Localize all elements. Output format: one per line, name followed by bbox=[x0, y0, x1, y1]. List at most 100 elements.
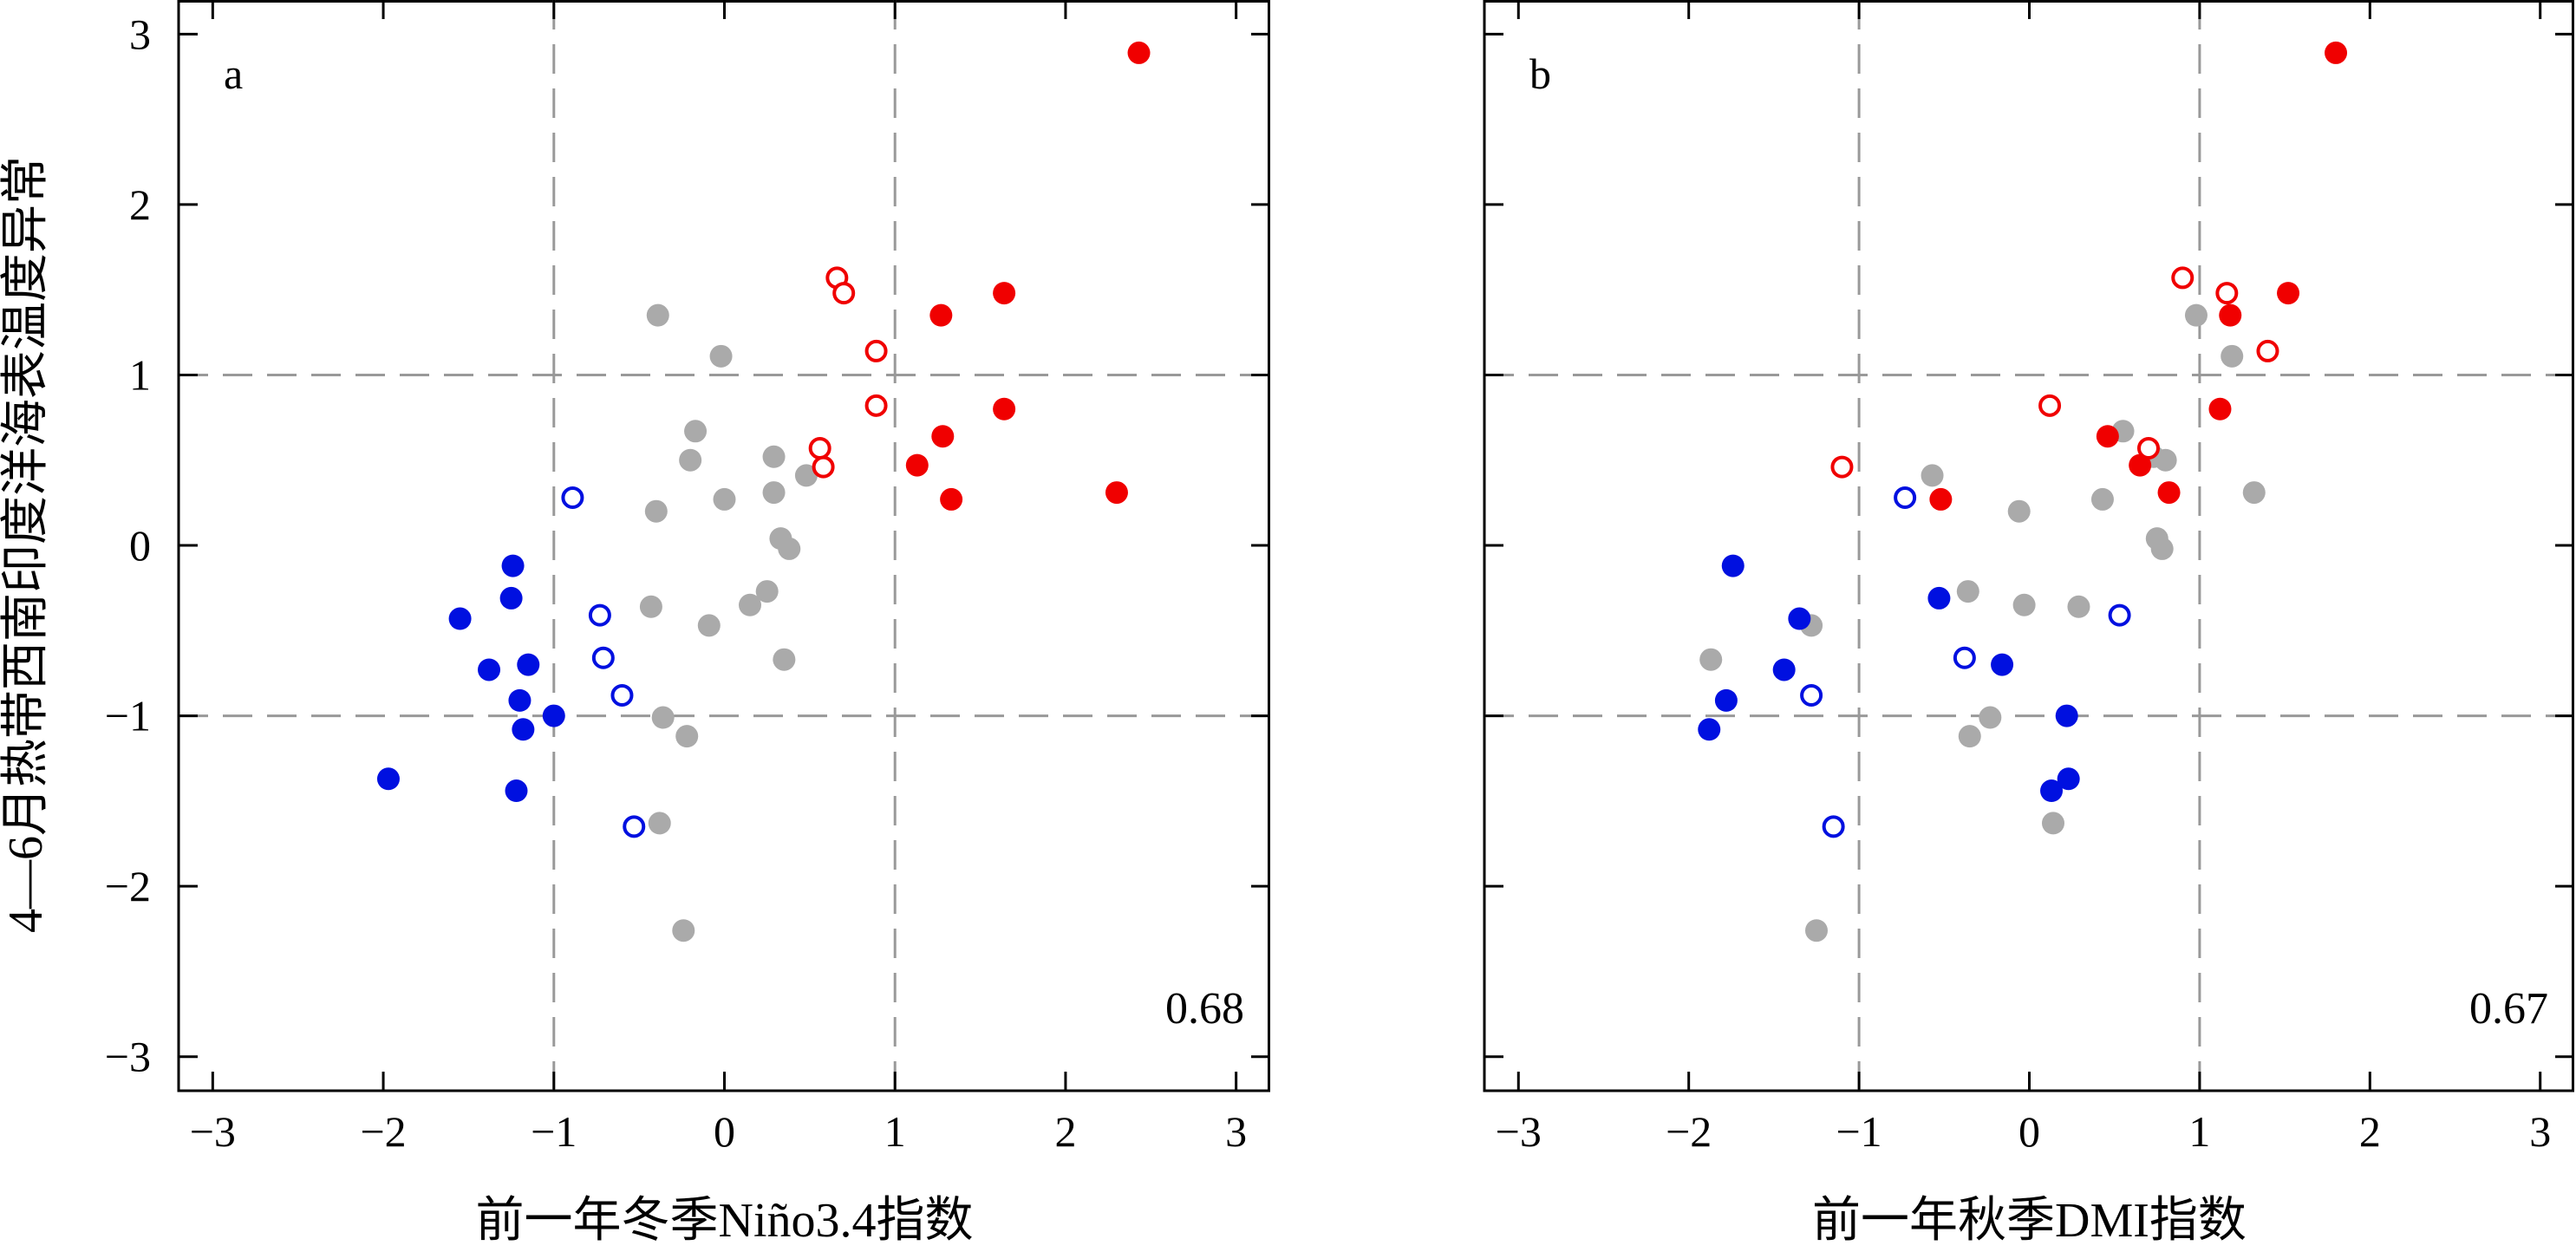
point-blue-filled-a bbox=[478, 658, 501, 681]
point-gray-filled-b bbox=[2184, 303, 2208, 327]
x-tick-label-b: 1 bbox=[2188, 1107, 2210, 1156]
x-tick-label-a: −2 bbox=[360, 1107, 406, 1156]
point-blue-filled-a bbox=[508, 688, 532, 712]
point-red-filled-a bbox=[940, 487, 963, 511]
point-blue-filled-a bbox=[542, 704, 565, 727]
point-blue-filled-b bbox=[1698, 718, 1721, 741]
point-red-filled-b bbox=[1929, 487, 1953, 511]
point-red-filled-b bbox=[2208, 397, 2232, 421]
point-red-filled-a bbox=[1127, 41, 1151, 64]
point-gray-filled-a bbox=[648, 812, 671, 835]
point-blue-open-a bbox=[623, 815, 646, 838]
point-blue-open-a bbox=[561, 486, 584, 509]
point-gray-filled-b bbox=[1804, 919, 1828, 942]
point-gray-filled-a bbox=[697, 614, 721, 637]
point-blue-open-a bbox=[610, 683, 634, 707]
point-red-filled-a bbox=[993, 397, 1016, 421]
point-blue-filled-a bbox=[517, 653, 540, 676]
point-red-open-b bbox=[2256, 339, 2279, 362]
point-gray-filled-a bbox=[739, 593, 762, 616]
point-red-filled-b bbox=[2096, 425, 2119, 448]
point-gray-filled-b bbox=[1979, 706, 2002, 729]
x-tick-label-b: 2 bbox=[2359, 1107, 2381, 1156]
point-gray-filled-b bbox=[1699, 648, 1723, 671]
point-blue-filled-b bbox=[2040, 779, 2064, 803]
point-blue-filled-b bbox=[2057, 767, 2080, 791]
point-red-open-b bbox=[1830, 455, 1854, 479]
point-gray-filled-b bbox=[2150, 537, 2174, 560]
point-gray-filled-a bbox=[646, 303, 669, 327]
point-blue-open-a bbox=[591, 646, 615, 669]
point-blue-open-b bbox=[1822, 815, 1845, 838]
panel-label-a: a bbox=[224, 49, 243, 98]
x-axis-title-b: 前一年秋季DMI指数 bbox=[1812, 1194, 2247, 1248]
point-red-open-b bbox=[2171, 266, 2194, 290]
panel-b: −3 −2 −1 0 1 2 3 前一年秋季DMI指数 b 0.67 bbox=[1483, 0, 2574, 1248]
point-blue-filled-a bbox=[501, 554, 525, 577]
point-blue-open-b bbox=[1800, 683, 1823, 707]
y-tick-label: −1 bbox=[105, 692, 151, 740]
point-red-open-b bbox=[2038, 394, 2062, 417]
point-red-open-a bbox=[832, 282, 856, 305]
point-gray-filled-b bbox=[1956, 580, 1979, 603]
point-red-open-b bbox=[2215, 282, 2239, 305]
panel-a: −3 −3 −2 −2 −1 −1 0 0 1 1 2 2 3 3 前一年冬季Niño3.4指数 a 0.68 bbox=[105, 0, 1270, 1248]
point-gray-filled-a bbox=[762, 481, 786, 505]
y-tick-label: 0 bbox=[129, 521, 151, 570]
x-tick-label-a: 3 bbox=[1225, 1107, 1247, 1156]
x-tick-label-b: −3 bbox=[1496, 1107, 1542, 1156]
x-tick-label-b: −1 bbox=[1836, 1107, 1881, 1156]
point-red-filled-a bbox=[905, 453, 929, 477]
point-blue-filled-b bbox=[1721, 554, 1745, 577]
point-red-filled-b bbox=[2157, 481, 2181, 505]
point-gray-filled-a bbox=[644, 499, 668, 523]
point-gray-filled-b bbox=[2221, 344, 2244, 368]
x-tick-label-a: 1 bbox=[884, 1107, 906, 1156]
point-red-filled-b bbox=[2277, 282, 2300, 305]
point-blue-filled-b bbox=[1927, 586, 1951, 610]
point-gray-filled-a bbox=[755, 580, 779, 603]
y-axis-title: 4—6月热带西南印度洋海表温度异常 bbox=[0, 156, 53, 933]
point-gray-filled-a bbox=[773, 648, 796, 671]
point-gray-filled-a bbox=[679, 448, 702, 472]
point-gray-filled-b bbox=[2007, 499, 2031, 523]
x-tick-label-a: −3 bbox=[190, 1107, 236, 1156]
point-blue-filled-a bbox=[376, 767, 400, 791]
y-tick-label: 1 bbox=[129, 350, 151, 399]
y-tick-label: 2 bbox=[129, 180, 151, 229]
x-tick-label-a: 0 bbox=[714, 1107, 735, 1156]
point-blue-filled-a bbox=[505, 779, 528, 803]
x-tick-label-a: 2 bbox=[1054, 1107, 1076, 1156]
point-red-open-a bbox=[864, 394, 888, 417]
point-gray-filled-a bbox=[778, 537, 801, 560]
point-gray-filled-b bbox=[1921, 464, 1944, 487]
panel-label-b: b bbox=[1529, 49, 1551, 98]
point-red-filled-a bbox=[929, 303, 953, 327]
y-tick-label: 3 bbox=[129, 10, 151, 58]
x-tick-label-a: −1 bbox=[531, 1107, 577, 1156]
point-blue-filled-b bbox=[2055, 704, 2078, 727]
y-tick-label: −3 bbox=[105, 1033, 151, 1081]
point-gray-filled-a bbox=[675, 725, 699, 748]
point-gray-filled-b bbox=[2067, 595, 2090, 618]
point-blue-open-b bbox=[1953, 646, 1976, 669]
point-red-open-a bbox=[864, 339, 888, 362]
point-red-filled-b bbox=[2325, 41, 2348, 64]
point-blue-open-b bbox=[2108, 603, 2131, 627]
point-blue-filled-a bbox=[512, 718, 535, 741]
point-gray-filled-a bbox=[672, 919, 695, 942]
point-gray-filled-a bbox=[639, 595, 662, 618]
point-blue-open-b bbox=[1894, 486, 1917, 509]
point-red-filled-a bbox=[1105, 481, 1128, 505]
point-blue-filled-a bbox=[499, 586, 523, 610]
point-gray-filled-a bbox=[794, 464, 818, 487]
point-gray-filled-a bbox=[762, 445, 786, 468]
plot-frame-b bbox=[1483, 0, 2574, 1092]
y-tick-label: −2 bbox=[105, 862, 151, 910]
plot-frame-a bbox=[177, 0, 1270, 1092]
point-red-filled-a bbox=[993, 282, 1016, 305]
point-red-open-b bbox=[2136, 436, 2160, 460]
point-gray-filled-a bbox=[709, 344, 733, 368]
x-tick-label-b: −2 bbox=[1666, 1107, 1712, 1156]
